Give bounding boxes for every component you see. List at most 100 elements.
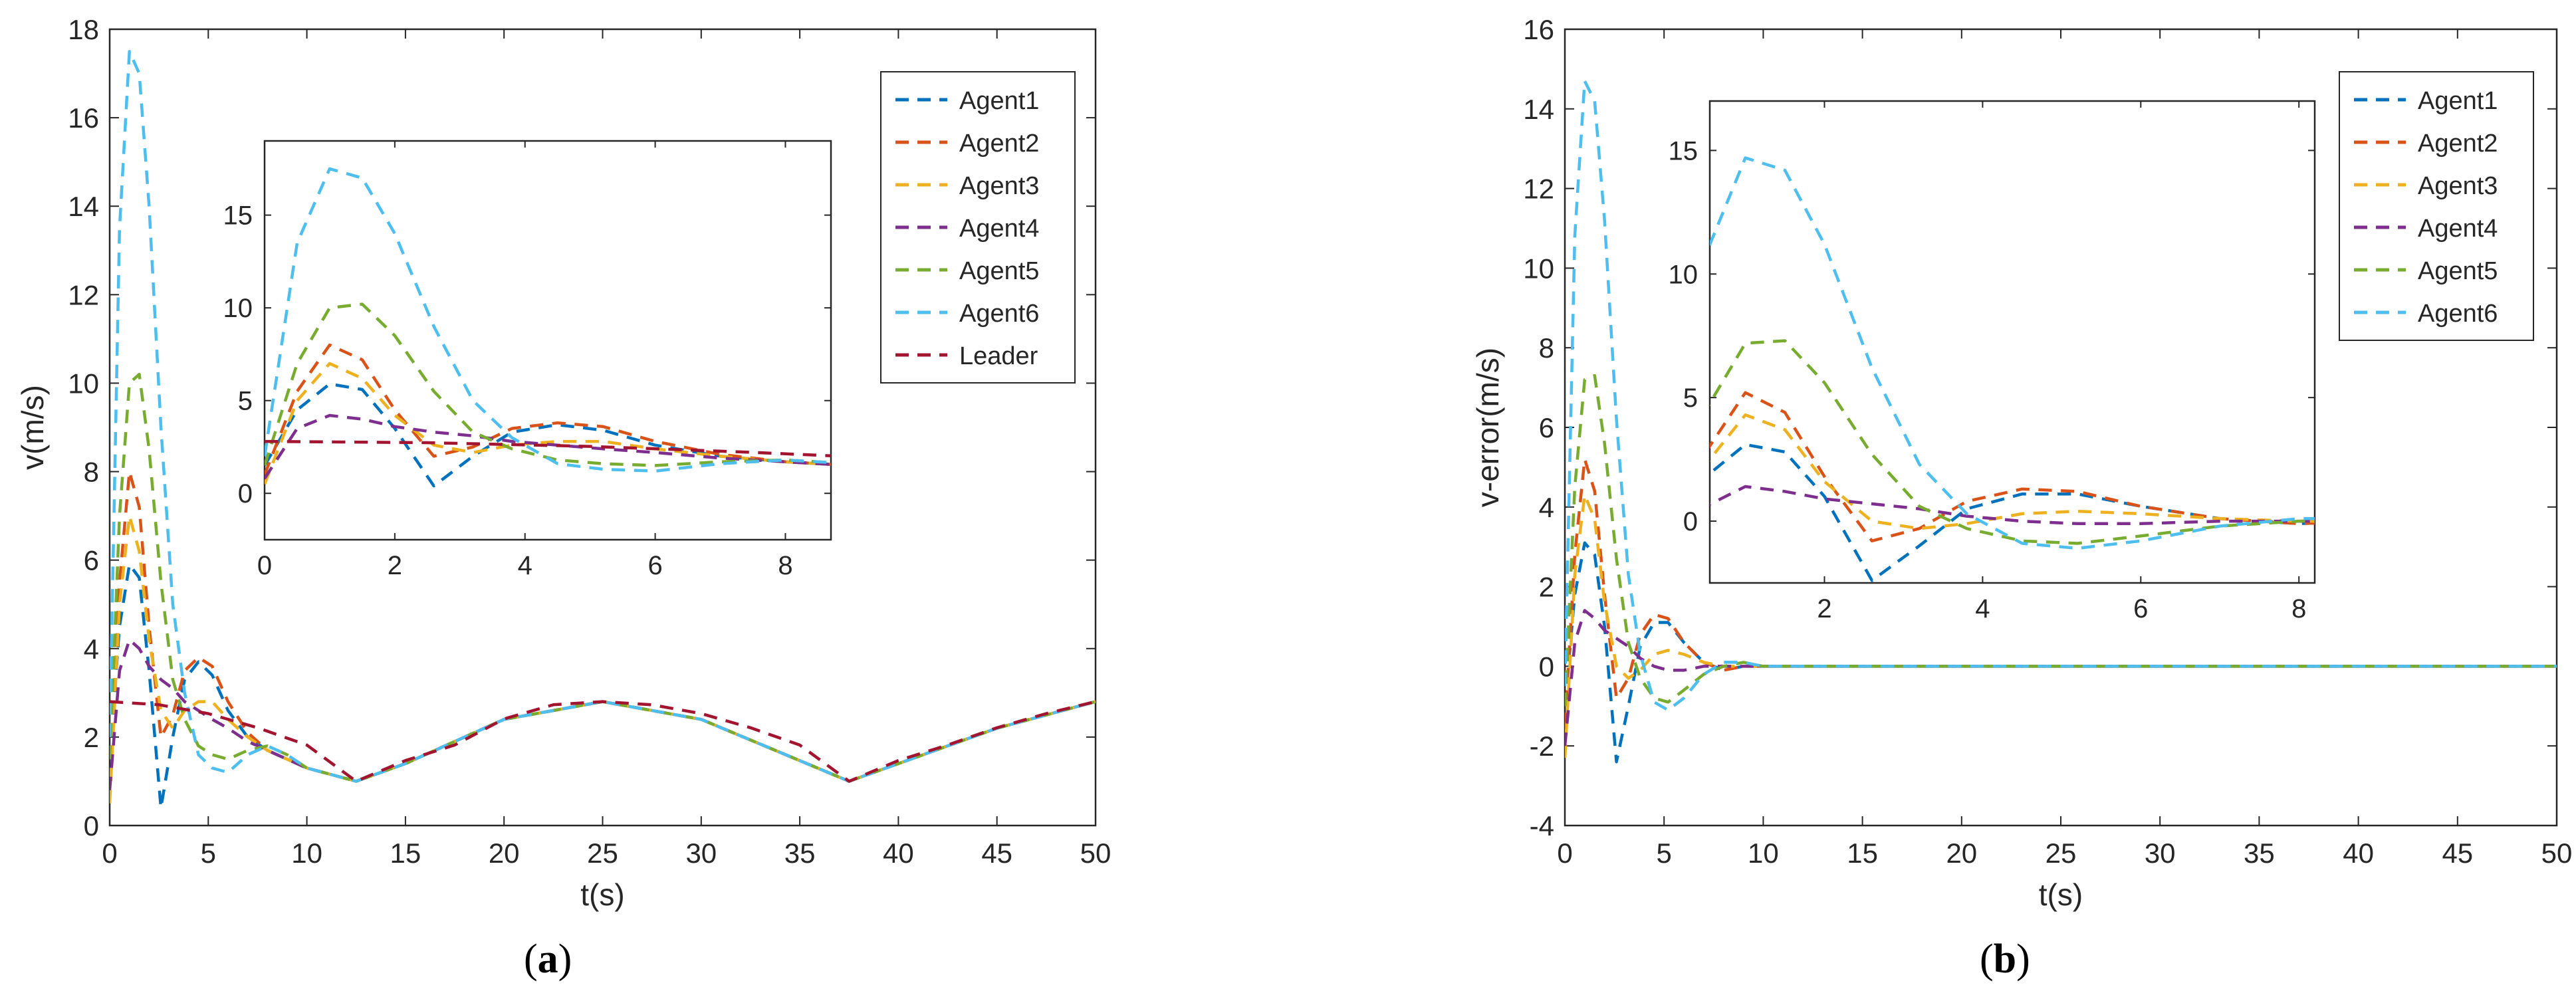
legend-label: Agent2 — [2418, 130, 2498, 158]
x-tick-label: 25 — [587, 837, 618, 869]
x-tick-label: 20 — [1946, 837, 1977, 869]
series-line-agent6 — [1565, 79, 2557, 712]
caption-a-letter: a — [537, 937, 558, 982]
legend-label: Agent6 — [2418, 300, 2498, 328]
inset-x-tick-label: 4 — [518, 551, 532, 580]
inset-y-tick-label: 0 — [1683, 507, 1698, 536]
x-tick-label: 25 — [2046, 837, 2077, 869]
inset-x-tick-label: 4 — [1975, 594, 1990, 623]
series-line-leader — [110, 700, 1096, 783]
legend-label: Agent4 — [959, 215, 1039, 243]
inset-series-line-agent3 — [1710, 413, 2315, 530]
y-tick-label: 8 — [84, 457, 99, 488]
legend-box — [880, 71, 1076, 384]
inset-y-tick-label: 0 — [238, 479, 253, 508]
inset-plot-area — [263, 140, 832, 541]
x-tick-label: 20 — [489, 837, 520, 869]
y-axis-label: v(m/s) — [15, 385, 50, 470]
legend-box — [2339, 71, 2534, 341]
inset-y-tick-label: 5 — [238, 387, 253, 416]
series-line-agent6 — [110, 50, 1096, 783]
y-tick-label: 12 — [1523, 173, 1554, 205]
x-tick-label: 50 — [2541, 837, 2573, 869]
x-tick-label: 40 — [2343, 837, 2374, 869]
caption-b-letter: b — [1993, 937, 2017, 982]
x-tick-label: 30 — [685, 837, 717, 869]
inset-series-line-agent6 — [1710, 156, 2315, 550]
x-tick-label: 30 — [2145, 837, 2176, 869]
y-tick-label: 2 — [84, 722, 99, 753]
y-tick-label: 10 — [1523, 253, 1554, 284]
inset-b: 2 4 6 8 0 5 10 15 — [1669, 100, 2316, 623]
y-tick-label: 6 — [1539, 412, 1554, 443]
legend-label: Agent2 — [959, 130, 1039, 158]
inset-a: 0 2 4 6 8 0 5 10 15 — [223, 140, 832, 580]
inset-y-tick-label: 10 — [223, 294, 253, 323]
caption-a: (a) — [524, 937, 572, 982]
series-line-agent1 — [1565, 541, 2557, 764]
y-tick-label: -2 — [1530, 730, 1554, 762]
inset-x-tick-label: 6 — [2133, 594, 2148, 623]
series-line-agent5 — [1565, 374, 2557, 707]
inset-series-line-agent4 — [1710, 485, 2315, 526]
x-tick-label: 50 — [1080, 837, 1112, 869]
inset-series-line-agent2 — [1710, 391, 2315, 543]
y-tick-label: 10 — [68, 368, 99, 399]
x-tick-label: 35 — [2244, 837, 2275, 869]
y-tick-label: -4 — [1530, 810, 1554, 841]
inset-x-tick-label: 2 — [1817, 594, 1831, 623]
legend: Agent1 Agent2 Agent3 Agent4 Agent5 Agent6 — [2339, 71, 2534, 341]
y-tick-label: 0 — [1539, 651, 1554, 682]
x-tick-label: 15 — [1847, 837, 1878, 869]
inset-y-tick-label: 10 — [1669, 260, 1698, 289]
y-tick-label: 14 — [1523, 94, 1554, 125]
legend: Agent1 Agent2 Agent3 Agent4 Agent5 Agent6 Lead… — [880, 71, 1076, 384]
legend-label: Agent5 — [2418, 257, 2498, 285]
y-tick-label: 8 — [1539, 332, 1554, 364]
x-tick-label: 0 — [102, 837, 117, 869]
inset-y-tick-label: 5 — [1683, 384, 1698, 413]
x-tick-label: 40 — [883, 837, 914, 869]
chart-a: 0 5 10 15 20 25 30 35 40 45 50024681012141618t(s)v… — [15, 14, 1112, 912]
x-tick-label: 45 — [981, 837, 1012, 869]
legend-label: Agent3 — [959, 172, 1039, 200]
y-tick-label: 18 — [68, 14, 99, 45]
inset-series-line-agent5 — [1710, 339, 2315, 545]
x-axis-label: t(s) — [580, 877, 624, 912]
inset-y-tick-label: 15 — [223, 201, 253, 231]
x-tick-label: 5 — [201, 837, 216, 869]
x-tick-label: 5 — [1657, 837, 1672, 869]
y-tick-label: 6 — [84, 545, 99, 576]
legend-label: Agent4 — [2418, 215, 2498, 243]
inset-y-tick-label: 15 — [1669, 136, 1698, 166]
inset-plot-area — [1708, 100, 2316, 584]
inset-series-line-agent5 — [265, 302, 831, 467]
y-tick-label: 0 — [84, 810, 99, 841]
chart-b: 0 5 10 15 20 25 30 35 40 45 50-4-20246810121416t(s… — [1470, 14, 2573, 912]
inset-series-line-leader — [265, 439, 831, 458]
y-tick-label: 12 — [68, 279, 99, 310]
y-tick-label: 4 — [1539, 492, 1554, 523]
y-tick-label: 16 — [68, 102, 99, 134]
legend-label: Leader — [959, 342, 1038, 370]
y-tick-label: 16 — [1523, 14, 1554, 45]
legend-label: Agent1 — [2418, 87, 2498, 115]
y-axis-label: v-error(m/s) — [1470, 348, 1505, 507]
inset-x-tick-label: 6 — [647, 551, 662, 580]
inset-x-tick-label: 8 — [2291, 594, 2306, 623]
inset-x-tick-label: 0 — [257, 551, 272, 580]
inset-series-line-agent1 — [1710, 443, 2315, 582]
x-axis-label: t(s) — [2039, 877, 2083, 912]
x-tick-label: 35 — [784, 837, 816, 869]
x-tick-label: 10 — [291, 837, 322, 869]
inset-x-tick-label: 8 — [778, 551, 792, 580]
legend-label: Agent1 — [959, 87, 1039, 115]
legend-label: Agent6 — [959, 300, 1039, 328]
y-tick-label: 4 — [84, 633, 99, 665]
x-tick-label: 45 — [2442, 837, 2473, 869]
inset-x-tick-label: 2 — [388, 551, 402, 580]
y-tick-label: 14 — [68, 191, 99, 222]
legend-label: Agent3 — [2418, 172, 2498, 200]
y-tick-label: 2 — [1539, 572, 1554, 603]
